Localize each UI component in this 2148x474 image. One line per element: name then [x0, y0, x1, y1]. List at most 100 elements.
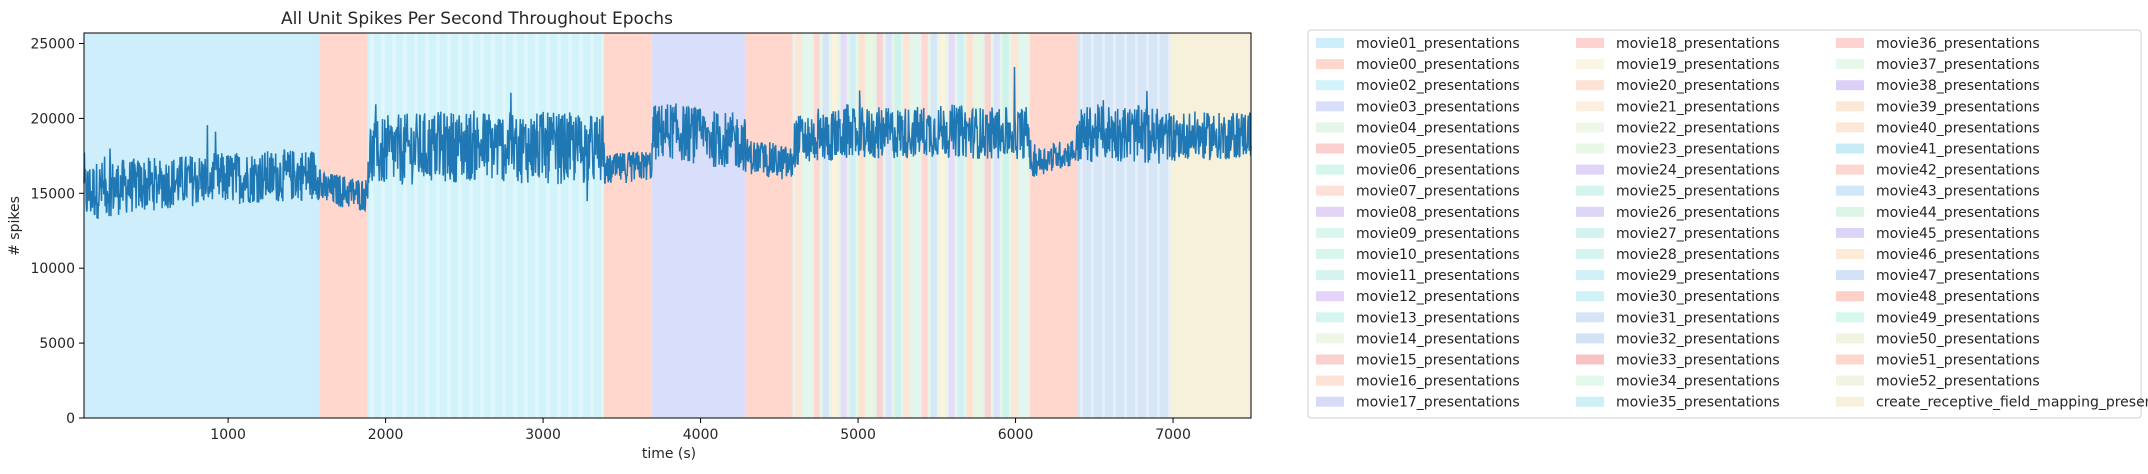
legend-label-14: movie14_presentations [1356, 331, 1520, 347]
legend-label-1: movie00_presentations [1356, 57, 1520, 73]
chart-title: All Unit Spikes Per Second Throughout Ep… [281, 9, 673, 29]
x-tick-label-4000: 4000 [683, 427, 719, 443]
legend-label-25: movie25_presentations [1616, 184, 1780, 200]
legend-label-23: movie23_presentations [1616, 142, 1780, 158]
legend-label-44: movie44_presentations [1876, 205, 2040, 221]
legend-swatch-43 [1836, 185, 1864, 196]
legend-swatch-4 [1316, 122, 1344, 133]
epoch-band-0 [84, 33, 320, 418]
legend-swatch-47 [1836, 270, 1864, 281]
epoch-stripe-6-13 [912, 33, 919, 418]
y-tick-label-20000: 20000 [30, 111, 75, 127]
epoch-stripe-6-6 [849, 33, 856, 418]
y-tick-label-10000: 10000 [30, 261, 75, 277]
epoch-stripe-2-1 [381, 33, 385, 418]
legend-swatch-18 [1576, 38, 1604, 48]
legend-label-46: movie46_presentations [1876, 247, 2040, 263]
legend-label-0: movie01_presentations [1356, 36, 1520, 52]
legend-label-21: movie21_presentations [1616, 99, 1780, 115]
legend-swatch-25 [1576, 185, 1604, 196]
epoch-stripe-6-8 [867, 33, 874, 418]
y-tick-label-25000: 25000 [30, 36, 75, 52]
epoch-stripe-6-19 [966, 33, 973, 418]
x-axis-label: time (s) [642, 446, 696, 462]
legend-box [1307, 29, 2142, 419]
legend-swatch-13 [1316, 312, 1344, 323]
epoch-stripe-2-5 [425, 33, 429, 418]
legend-label-5: movie05_presentations [1356, 142, 1520, 158]
legend-label-17: movie17_presentations [1356, 395, 1520, 411]
legend-label-20: movie20_presentations [1616, 78, 1780, 94]
epoch-stripe-8-0 [1079, 33, 1083, 418]
legend-swatch-51 [1836, 354, 1864, 365]
legend-swatch-5 [1316, 143, 1344, 154]
plot-frame [83, 32, 1252, 419]
epoch-stripe-8-7 [1156, 33, 1160, 418]
epoch-stripe-6-14 [921, 33, 928, 418]
legend-label-39: movie39_presentations [1876, 99, 2040, 115]
legend-swatch-6 [1316, 164, 1344, 175]
epoch-stripe-8-1 [1090, 33, 1094, 418]
legend-swatch-32 [1576, 333, 1604, 344]
legend-swatch-35 [1576, 396, 1604, 407]
legend-label-7: movie07_presentations [1356, 184, 1520, 200]
legend-label-51: movie51_presentations [1876, 353, 2040, 369]
y-axis: 0 5000 10000 15000 20000 25000 [30, 36, 84, 427]
legend-swatch-42 [1836, 164, 1864, 175]
epoch-stripe-2-3 [403, 33, 407, 418]
epoch-stripe-8-3 [1112, 33, 1116, 418]
epoch-band-9 [1170, 33, 1251, 418]
epoch-stripe-6-16 [939, 33, 946, 418]
epoch-stripe-2-21 [601, 33, 605, 418]
legend-swatch-12 [1316, 291, 1344, 302]
legend-label-29: movie29_presentations [1616, 268, 1780, 284]
legend-label-13: movie13_presentations [1356, 310, 1520, 326]
epoch-stripe-2-2 [392, 33, 396, 418]
legend-label-30: movie30_presentations [1616, 289, 1780, 305]
epoch-stripe-6-7 [858, 33, 865, 418]
epoch-stripe-6-18 [957, 33, 964, 418]
legend-swatch-0 [1316, 38, 1344, 48]
legend-swatch-17 [1316, 396, 1344, 407]
legend-swatch-24 [1576, 164, 1604, 175]
epoch-stripe-2-4 [414, 33, 418, 418]
epoch-stripe-2-14 [524, 33, 528, 418]
legend-swatch-49 [1836, 312, 1864, 323]
legend-swatch-22 [1576, 122, 1604, 133]
epoch-stripe-2-17 [557, 33, 561, 418]
epoch-stripe-6-0 [795, 33, 802, 418]
legend-label-26: movie26_presentations [1616, 205, 1780, 221]
legend-label-4: movie04_presentations [1356, 120, 1520, 136]
legend-swatch-3 [1316, 101, 1344, 112]
legend-label-36: movie36_presentations [1876, 36, 2040, 52]
legend-label-2: movie02_presentations [1356, 78, 1520, 94]
epoch-stripe-2-16 [546, 33, 550, 418]
epoch-stripe-8-2 [1101, 33, 1105, 418]
x-tick-label-2000: 2000 [368, 427, 404, 443]
legend-label-43: movie43_presentations [1876, 184, 2040, 200]
legend-swatch-14 [1316, 333, 1344, 344]
legend-label-6: movie06_presentations [1356, 163, 1520, 179]
y-tick-label-0: 0 [66, 411, 75, 427]
legend-label-11: movie11_presentations [1356, 268, 1520, 284]
epoch-band-3 [603, 33, 652, 418]
legend-label-41: movie41_presentations [1876, 142, 2040, 158]
legend-swatch-23 [1576, 143, 1604, 154]
epoch-shading-layer [84, 33, 1251, 418]
legend-swatch-21 [1576, 101, 1604, 112]
legend-swatch-16 [1316, 375, 1344, 386]
epoch-stripe-6-3 [822, 33, 829, 418]
legend-label-40: movie40_presentations [1876, 120, 2040, 136]
epoch-stripe-2-13 [513, 33, 517, 418]
epoch-stripe-6-12 [903, 33, 910, 418]
legend-label-53: create_receptive_field_mapping_presentat… [1876, 395, 2148, 411]
legend-swatch-7 [1316, 185, 1344, 196]
epoch-stripe-2-0 [370, 33, 374, 418]
epoch-stripe-6-17 [948, 33, 955, 418]
legend-swatch-44 [1836, 206, 1864, 217]
legend-label-52: movie52_presentations [1876, 374, 2040, 390]
epoch-stripe-2-6 [436, 33, 440, 418]
legend-label-8: movie08_presentations [1356, 205, 1520, 221]
epoch-stripe-6-20 [975, 33, 982, 418]
